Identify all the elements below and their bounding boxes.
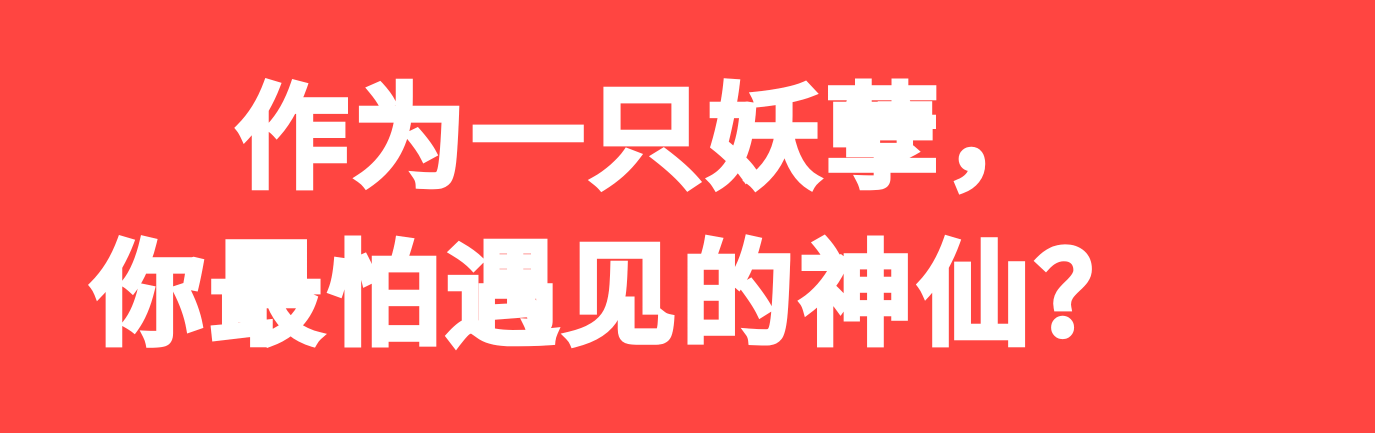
headline-line-1: 作为一只妖孽， xyxy=(234,74,1062,204)
headline-line-2: 你最怕遇见的神仙？ xyxy=(90,231,1154,361)
